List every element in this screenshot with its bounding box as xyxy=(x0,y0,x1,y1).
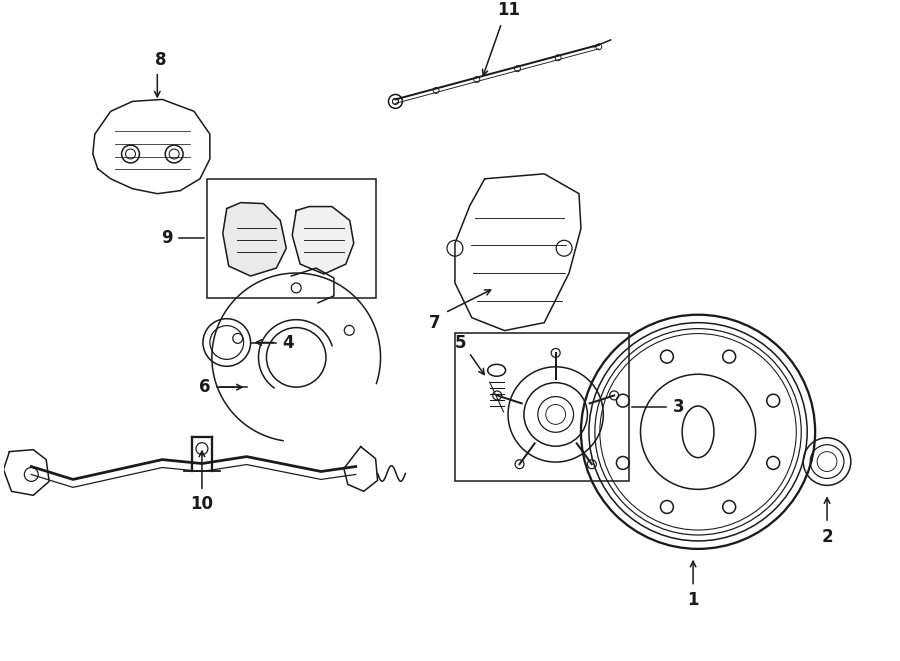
Text: 3: 3 xyxy=(672,398,684,416)
Bar xyxy=(455,332,628,481)
Text: 4: 4 xyxy=(283,334,294,352)
Text: 10: 10 xyxy=(191,495,213,513)
Text: 11: 11 xyxy=(497,1,520,19)
Polygon shape xyxy=(223,203,286,276)
Text: 7: 7 xyxy=(429,314,441,332)
Text: 9: 9 xyxy=(161,229,173,247)
Text: 1: 1 xyxy=(688,592,698,609)
Text: 2: 2 xyxy=(821,528,833,546)
Text: 5: 5 xyxy=(455,334,467,352)
Text: 8: 8 xyxy=(155,51,166,69)
Text: 6: 6 xyxy=(199,378,211,396)
Bar xyxy=(207,178,375,298)
Polygon shape xyxy=(292,207,354,274)
